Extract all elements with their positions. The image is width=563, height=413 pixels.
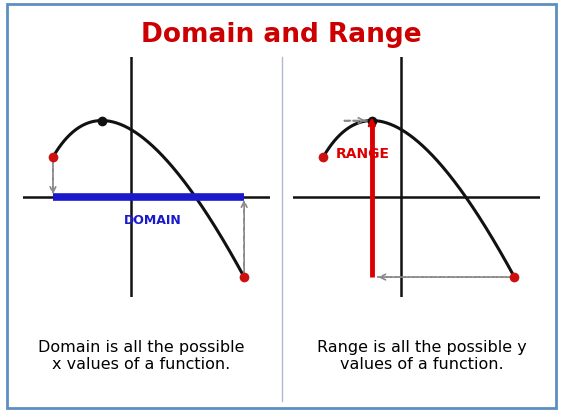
Text: DOMAIN: DOMAIN <box>124 213 182 226</box>
Text: RANGE: RANGE <box>336 147 389 161</box>
Text: Range is all the possible y
values of a function.: Range is all the possible y values of a … <box>318 339 527 371</box>
Text: Domain and Range: Domain and Range <box>141 22 422 48</box>
Text: Domain is all the possible
x values of a function.: Domain is all the possible x values of a… <box>38 339 244 371</box>
